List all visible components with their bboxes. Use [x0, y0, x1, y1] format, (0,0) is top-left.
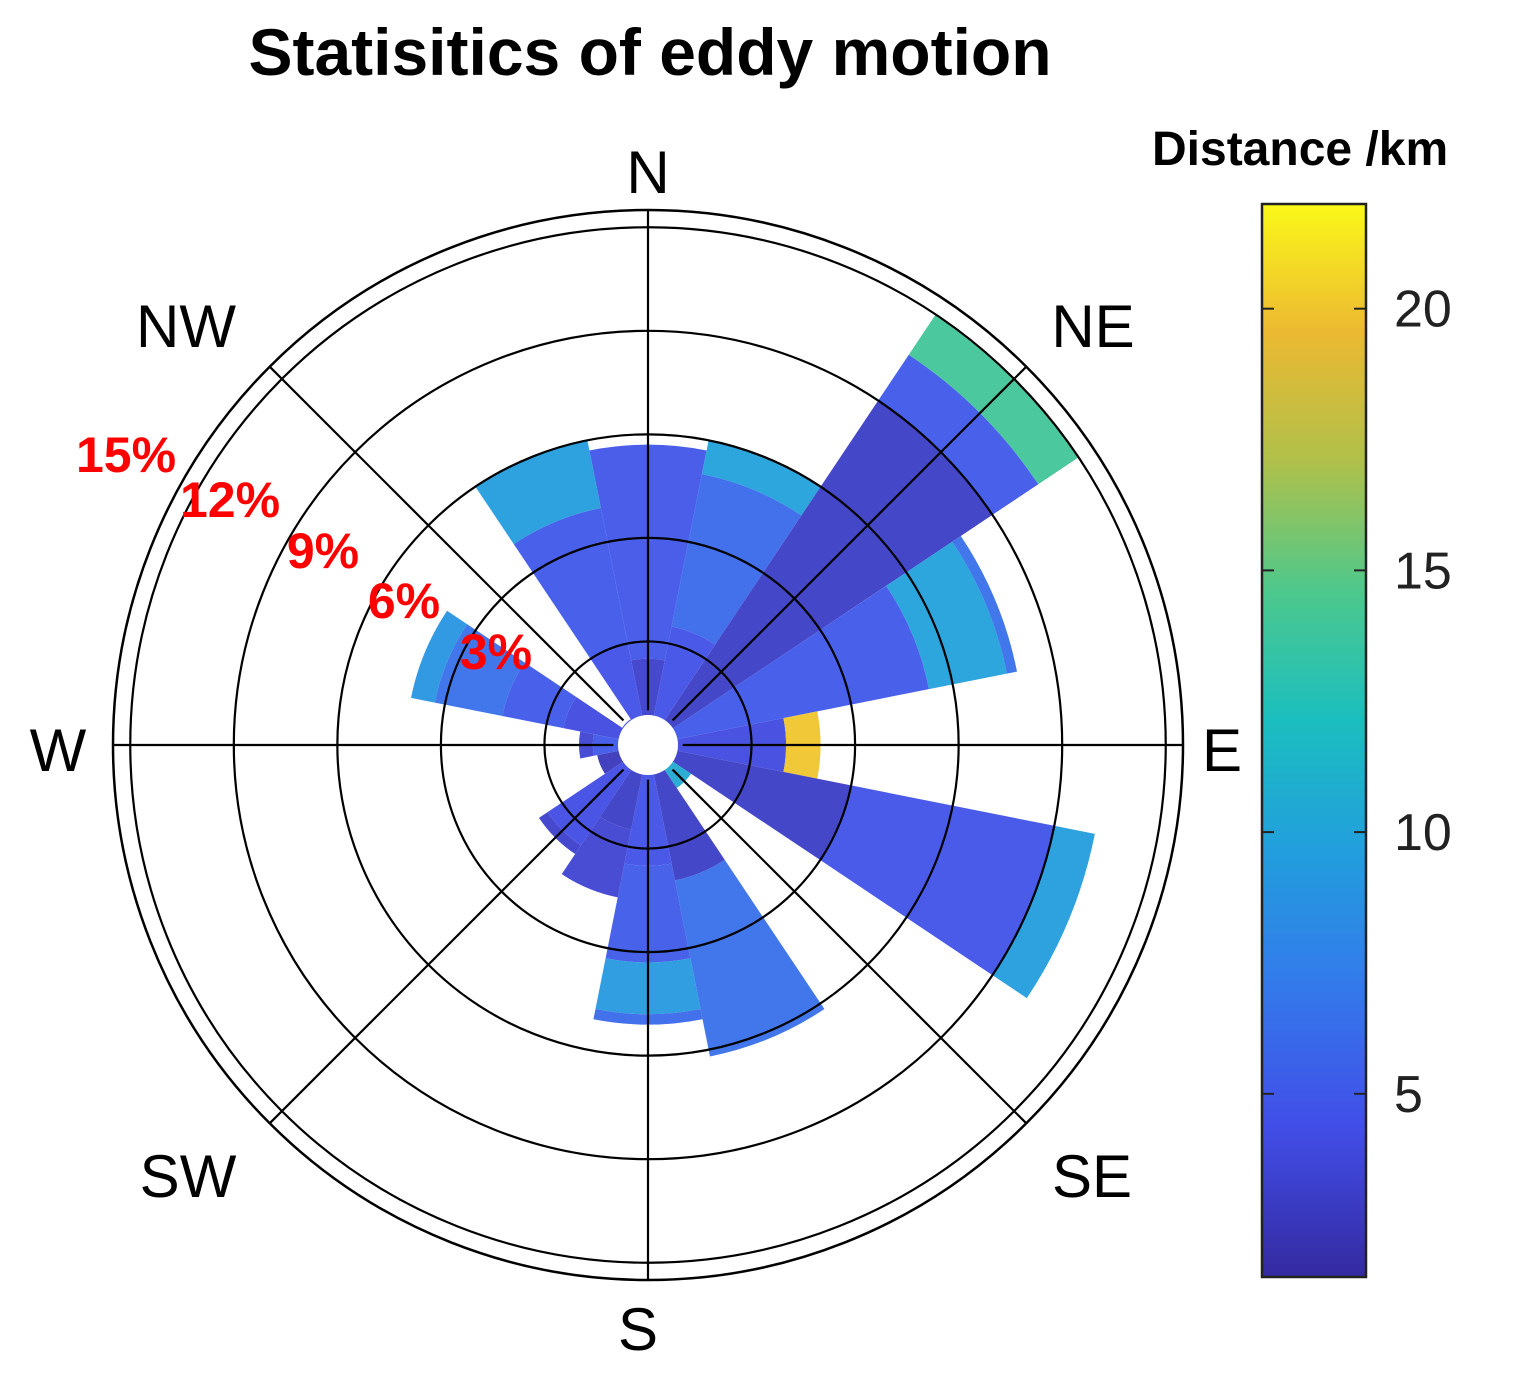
bar-segment-13-0	[563, 697, 631, 741]
spoke-5	[268, 768, 625, 1125]
bar-segment-1-1	[671, 474, 802, 645]
center-hole	[618, 715, 678, 775]
bar-segment-1-0	[652, 626, 716, 728]
colorbar-label: Distance /km	[1152, 123, 1449, 176]
direction-label-NW: NW	[136, 293, 236, 360]
spoke-3	[671, 768, 1028, 1125]
direction-label-S: S	[618, 1296, 658, 1363]
bar-segment-13-3	[411, 610, 468, 703]
colorbar-tick-label-3: 20	[1394, 281, 1452, 339]
bar-segment-9-1	[561, 816, 632, 898]
bar-segment-7-0	[652, 762, 725, 881]
direction-label-N: N	[626, 139, 669, 206]
bar-segment-7-1	[674, 859, 825, 1057]
bars-layer	[411, 314, 1095, 1057]
direction-label-W: W	[30, 717, 87, 784]
bar-segment-13-2	[434, 624, 525, 717]
bar-segment-13-1	[502, 662, 577, 729]
chart-title: Statisitics of eddy motion	[248, 15, 1052, 89]
radial-tick-label-4: 15%	[76, 427, 176, 483]
bar-segment-15-3	[475, 440, 601, 545]
bar-segment-5-0	[665, 749, 852, 861]
bar-segment-3-2	[952, 535, 1017, 674]
colorbar-tick-label-1: 10	[1394, 804, 1452, 862]
direction-label-E: E	[1202, 717, 1242, 784]
bar-segment-15-0	[590, 643, 644, 728]
direction-label-SE: SE	[1052, 1143, 1132, 1210]
radial-tick-label-1: 6%	[368, 573, 440, 629]
bar-segment-5-2	[992, 825, 1095, 999]
colorbar-bar	[1260, 202, 1368, 1279]
direction-label-NE: NE	[1051, 293, 1134, 360]
radial-tick-label-3: 12%	[180, 472, 280, 528]
radial-tick-label-2: 9%	[287, 523, 359, 579]
radial-tick-label-0: 3%	[460, 624, 532, 680]
bar-segment-15-1	[513, 508, 628, 659]
bar-segment-3-1	[886, 541, 1007, 690]
labels-layer: N NE E SE S SW W NW 3% 6%9%12%15%	[30, 139, 1242, 1363]
bar-segment-5-1	[820, 785, 1055, 976]
direction-label-SW: SW	[140, 1143, 237, 1210]
colorbar: 5 10 15 20	[1260, 202, 1452, 1279]
grid-layer	[111, 208, 1185, 1282]
colorbar-tick-label-2: 15	[1394, 542, 1452, 600]
bar-segment-9-0	[600, 762, 644, 830]
bar-segment-3-0	[665, 585, 929, 741]
bar-segment-1-2	[701, 440, 821, 516]
spoke-1	[671, 365, 1028, 722]
colorbar-tick-label-0: 5	[1394, 1066, 1423, 1124]
spoke-7	[268, 365, 625, 722]
